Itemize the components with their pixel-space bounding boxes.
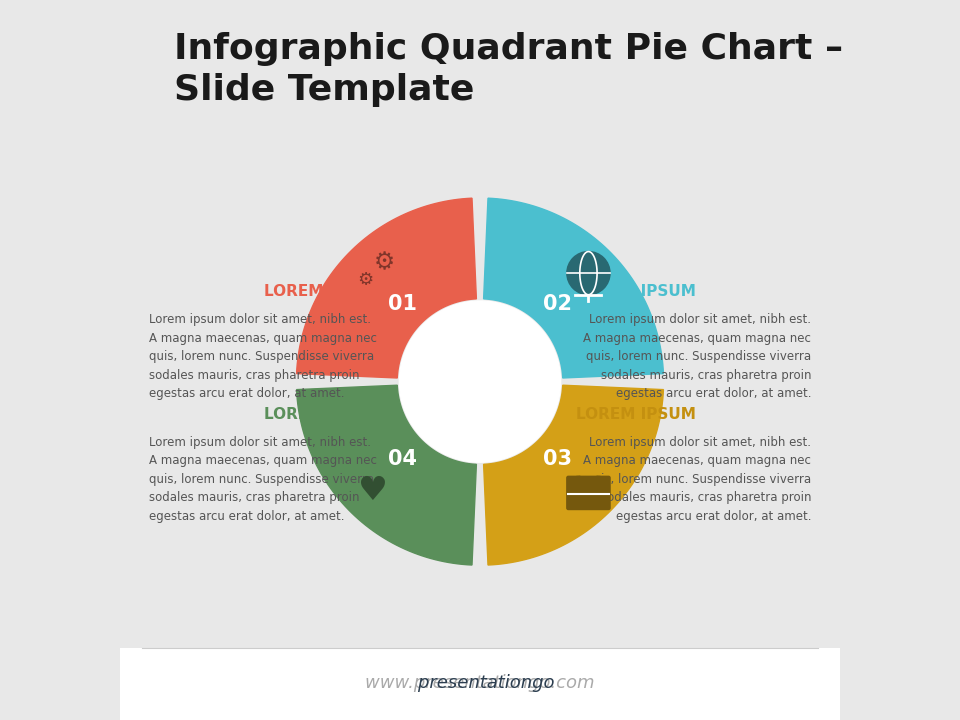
Text: 04: 04 <box>388 449 417 469</box>
Text: 03: 03 <box>543 449 572 469</box>
Text: LOREM IPSUM: LOREM IPSUM <box>264 407 384 422</box>
Text: Lorem ipsum dolor sit amet, nibh est.
A magna maecenas, quam magna nec
quis, lor: Lorem ipsum dolor sit amet, nibh est. A … <box>584 436 811 523</box>
Text: Infographic Quadrant Pie Chart –
Slide Template: Infographic Quadrant Pie Chart – Slide T… <box>174 32 843 107</box>
FancyBboxPatch shape <box>120 648 840 720</box>
Text: ♥: ♥ <box>356 474 387 507</box>
Text: Lorem ipsum dolor sit amet, nibh est.
A magna maecenas, quam magna nec
quis, lor: Lorem ipsum dolor sit amet, nibh est. A … <box>149 313 376 400</box>
Text: Lorem ipsum dolor sit amet, nibh est.
A magna maecenas, quam magna nec
quis, lor: Lorem ipsum dolor sit amet, nibh est. A … <box>584 313 811 400</box>
Text: presentationgo: presentationgo <box>372 674 588 691</box>
Text: LOREM IPSUM: LOREM IPSUM <box>576 284 696 300</box>
Polygon shape <box>297 198 476 378</box>
Text: 01: 01 <box>388 294 417 314</box>
Polygon shape <box>484 385 663 565</box>
Text: www.​presentationgo​.com: www.​presentationgo​.com <box>365 674 595 691</box>
Text: LOREM IPSUM: LOREM IPSUM <box>576 407 696 422</box>
Text: 02: 02 <box>543 294 572 314</box>
Polygon shape <box>297 385 476 565</box>
Text: ⚙: ⚙ <box>374 251 396 274</box>
Text: Lorem ipsum dolor sit amet, nibh est.
A magna maecenas, quam magna nec
quis, lor: Lorem ipsum dolor sit amet, nibh est. A … <box>149 436 376 523</box>
Text: ⚙: ⚙ <box>358 271 373 289</box>
Circle shape <box>566 251 610 294</box>
Text: LOREM IPSUM: LOREM IPSUM <box>264 284 384 300</box>
Circle shape <box>399 301 561 462</box>
FancyBboxPatch shape <box>566 476 611 510</box>
Polygon shape <box>484 198 663 378</box>
